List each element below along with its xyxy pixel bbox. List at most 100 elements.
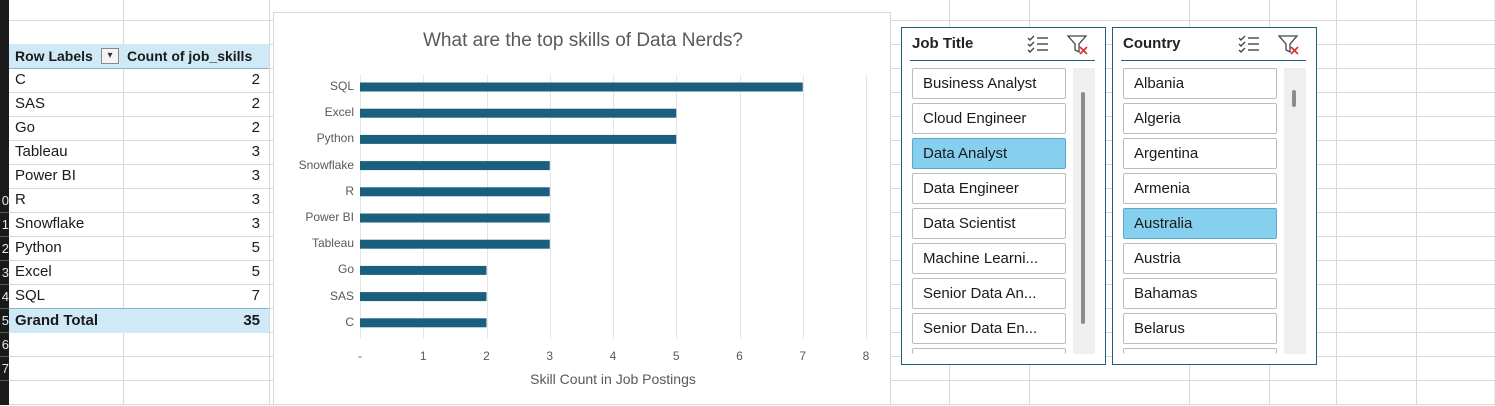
slicer-item[interactable]: Business Analyst: [912, 68, 1066, 99]
y-tick-label: SQL: [329, 79, 354, 93]
chart-plot-area: [360, 75, 867, 339]
pivot-row-label: Snowflake: [15, 215, 85, 232]
row-number[interactable]: 7: [1, 361, 9, 376]
slicer-item[interactable]: Algeria: [1123, 103, 1277, 134]
pivot-row[interactable]: Tableau 3: [9, 140, 269, 164]
bar-c[interactable]: [360, 318, 487, 328]
pivot-row[interactable]: Go 2: [9, 116, 269, 140]
clear-filter-icon[interactable]: [1066, 34, 1089, 61]
pivot-row-value: 2: [251, 119, 260, 136]
x-axis-title: Skill Count in Job Postings: [530, 371, 696, 387]
y-tick-label: Go: [337, 262, 354, 277]
pivot-header-row: Row Labels ▾ Count of job_skills: [9, 44, 269, 69]
slicer-item[interactable]: Senior Data An...: [912, 278, 1066, 309]
slicer-item[interactable]: Senior Data En...: [912, 313, 1066, 344]
pivot-header-value[interactable]: Count of job_skills: [127, 48, 253, 64]
bar-chart[interactable]: What are the top skills of Data Nerds? S…: [273, 12, 891, 405]
scrollbar-thumb[interactable]: [1292, 90, 1296, 107]
bar-power-bi[interactable]: [360, 213, 550, 223]
pivot-total-label: Grand Total: [15, 312, 99, 329]
pivot-row-value: 3: [251, 167, 260, 184]
pivot-row[interactable]: Snowflake 3: [9, 212, 269, 236]
pivot-row[interactable]: SQL 7: [9, 284, 269, 308]
bar-r[interactable]: [360, 187, 550, 197]
pivot-row-label: Python: [15, 239, 62, 256]
pivot-row[interactable]: Excel 5: [9, 260, 269, 284]
pivot-row-label: SAS: [15, 95, 46, 112]
pivot-row-value: 2: [251, 71, 260, 88]
slicer-item[interactable]: Armenia: [1123, 173, 1277, 204]
x-tick-label: 7: [799, 349, 807, 363]
y-tick-label: Tableau: [311, 236, 354, 251]
y-tick-label: Snowflake: [298, 157, 354, 172]
slicer-job-title[interactable]: Job Title Business Analyst Cloud Enginee…: [901, 27, 1106, 365]
pivot-row-value: 5: [251, 239, 260, 256]
row-number[interactable]: 2: [1, 241, 9, 256]
bar-snowflake[interactable]: [360, 161, 550, 171]
pivot-row-value: 3: [251, 215, 260, 232]
multi-select-icon[interactable]: [1238, 34, 1260, 59]
x-tick-label: 8: [862, 349, 870, 363]
bar-python[interactable]: [360, 134, 677, 144]
bar-tableau[interactable]: [360, 239, 550, 249]
pivot-row-label: R: [15, 191, 26, 208]
pivot-row-label: Tableau: [15, 143, 68, 160]
row-number[interactable]: 0: [1, 193, 9, 208]
row-number[interactable]: 6: [1, 337, 9, 352]
y-tick-label: Python: [316, 131, 354, 146]
slicer-scrollbar[interactable]: [1284, 68, 1306, 354]
row-number[interactable]: 1: [1, 217, 9, 232]
clear-filter-icon[interactable]: [1277, 34, 1300, 61]
slicer-item-partial[interactable]: [1123, 348, 1277, 354]
filter-dropdown-icon[interactable]: ▾: [101, 48, 119, 64]
bar-go[interactable]: [360, 265, 487, 275]
x-tick-label: 1: [419, 349, 427, 363]
slicer-item-selected[interactable]: Data Analyst: [912, 138, 1066, 169]
slicer-item[interactable]: Albania: [1123, 68, 1277, 99]
slicer-item-partial[interactable]: [912, 348, 1066, 354]
slicer-item[interactable]: Machine Learni...: [912, 243, 1066, 274]
pivot-row[interactable]: Python 5: [9, 236, 269, 260]
slicer-scrollbar[interactable]: [1073, 68, 1095, 354]
multi-select-icon[interactable]: [1027, 34, 1049, 59]
bar-sas[interactable]: [360, 292, 487, 302]
x-tick-label: -: [358, 349, 362, 363]
chart-title: What are the top skills of Data Nerds?: [423, 30, 743, 51]
x-tick-label: 2: [483, 349, 490, 363]
pivot-row[interactable]: Power BI 3: [9, 164, 269, 188]
pivot-row-value: 5: [251, 263, 260, 280]
slicer-item[interactable]: Bahamas: [1123, 278, 1277, 309]
pivot-row-value: 2: [251, 95, 260, 112]
pivot-header-row-labels[interactable]: Row Labels: [15, 48, 93, 64]
y-tick-label: Excel: [324, 105, 354, 120]
slicer-item[interactable]: Austria: [1123, 243, 1277, 274]
y-tick-label: R: [345, 183, 354, 198]
slicer-item[interactable]: Data Scientist: [912, 208, 1066, 239]
pivot-row[interactable]: SAS 2: [9, 92, 269, 116]
slicer-item[interactable]: Cloud Engineer: [912, 103, 1066, 134]
bar-excel[interactable]: [360, 108, 677, 118]
slicer-item-selected[interactable]: Australia: [1123, 208, 1277, 239]
y-tick-label: C: [345, 314, 354, 329]
slicer-country[interactable]: Country Albania Algeria Argentina Armeni…: [1112, 27, 1317, 365]
row-number-gutter: 0 1 2 3 4 5 6 7: [0, 0, 9, 405]
pivot-row-label: Power BI: [15, 167, 76, 184]
y-tick-label: Power BI: [305, 210, 354, 224]
bar-sql[interactable]: [360, 82, 803, 92]
row-number[interactable]: 3: [1, 265, 9, 280]
pivot-row-value: 3: [251, 191, 260, 208]
scrollbar-thumb[interactable]: [1081, 92, 1085, 324]
row-number[interactable]: 4: [1, 289, 9, 304]
slicer-item[interactable]: Data Engineer: [912, 173, 1066, 204]
x-tick-label: 5: [672, 349, 680, 363]
pivot-grand-total-row[interactable]: Grand Total 35: [9, 308, 269, 333]
slicer-title: Job Title: [912, 35, 974, 52]
slicer-item[interactable]: Belarus: [1123, 313, 1277, 344]
slicer-item[interactable]: Argentina: [1123, 138, 1277, 169]
row-number[interactable]: 5: [1, 313, 9, 328]
pivot-row-value: 3: [251, 143, 260, 160]
pivot-row-label: Excel: [15, 263, 52, 280]
y-tick-label: SAS: [329, 288, 354, 303]
